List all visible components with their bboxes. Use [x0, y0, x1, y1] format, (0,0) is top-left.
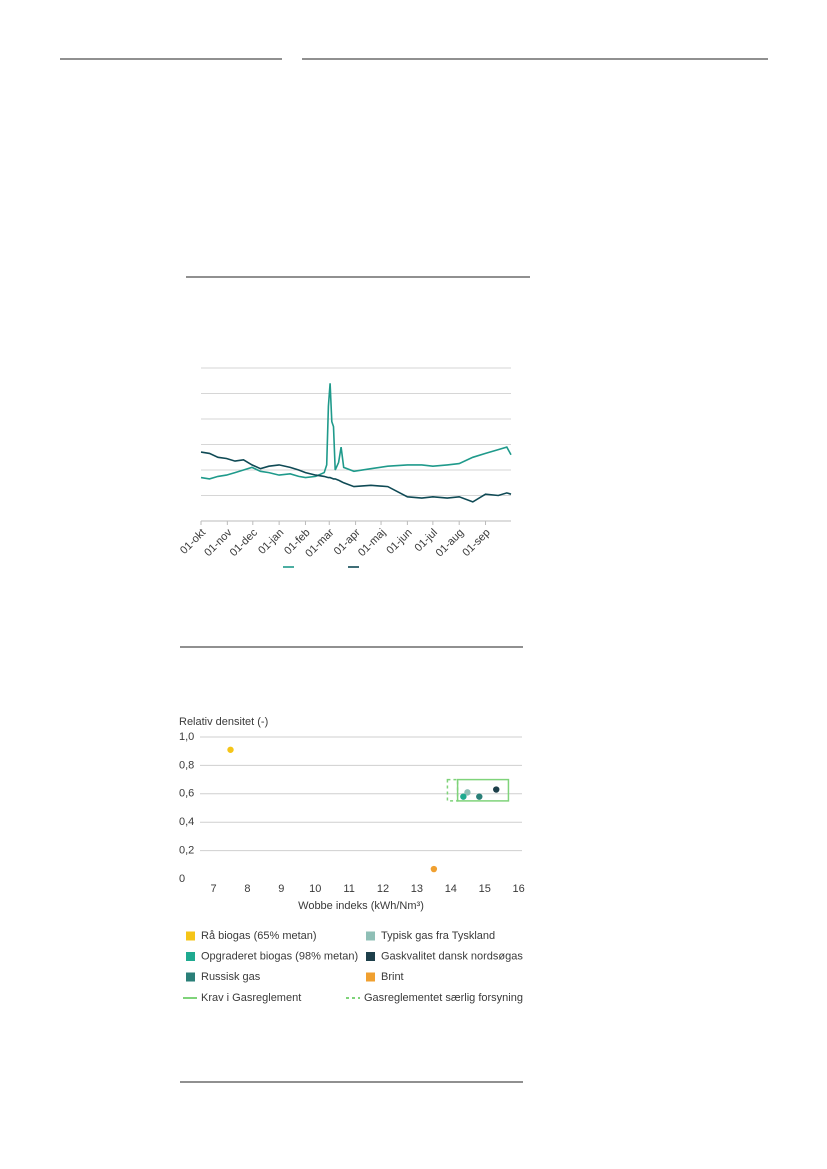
y-axis-label: Relativ densitet (-) [179, 716, 268, 728]
point [227, 746, 234, 753]
x-tick-label: 7 [210, 883, 216, 895]
x-axis-label: Wobbe indeks (kWh/Nm³) [298, 900, 424, 912]
point [464, 789, 471, 796]
legend-label: Gaskvalitet dansk nordsøgas [381, 950, 523, 962]
legend-label: Gasreglementet særlig forsyning [364, 992, 523, 1004]
legend-label: Brint [381, 971, 404, 983]
legend-swatch [366, 972, 375, 982]
legend-label: Rå biogas (65% metan) [201, 930, 317, 942]
legend-swatch [186, 972, 195, 982]
x-tick-label: 01-dec [228, 526, 261, 559]
legend-swatch [186, 952, 195, 961]
y-tick-label: 0,4 [179, 816, 194, 828]
x-tick-label: 12 [377, 883, 389, 895]
y-tick-label: 0,6 [179, 788, 194, 800]
x-tick-label: 9 [278, 883, 284, 895]
point [460, 793, 467, 800]
x-tick-label: 13 [411, 883, 423, 895]
y-tick-label: 0,8 [179, 759, 194, 771]
x-tick-label: 15 [479, 883, 491, 895]
legend-swatch [366, 952, 375, 961]
legend-label: Krav i Gasreglement [201, 992, 301, 1004]
region [446, 778, 459, 802]
point [493, 786, 500, 793]
legend-swatch [366, 931, 375, 941]
legend-label: Russisk gas [201, 971, 261, 983]
x-tick-label: 01-maj [356, 527, 388, 559]
x-tick-label: 01-jan [256, 527, 286, 557]
y-tick-label: 0,2 [179, 845, 194, 857]
point [430, 865, 438, 873]
y-tick-label: 0 [179, 873, 185, 885]
x-tick-label: 01-jun [384, 527, 414, 557]
x-tick-label: 11 [343, 883, 354, 895]
x-tick-label: 8 [244, 883, 250, 895]
series-line [200, 451, 512, 503]
legend-label: Typisk gas fra Tyskland [381, 930, 495, 942]
point [476, 793, 483, 800]
x-tick-label: 01-aug [434, 527, 467, 560]
legend-swatch [186, 931, 195, 941]
x-tick-label: 14 [445, 883, 457, 895]
legend-label: Opgraderet biogas (98% metan) [201, 950, 358, 962]
x-tick-label: 10 [309, 883, 321, 895]
x-tick-label: 16 [512, 883, 524, 895]
series-line [200, 383, 512, 480]
x-tick-label: 01-sep [460, 527, 492, 559]
y-tick-label: 1,0 [179, 731, 194, 743]
